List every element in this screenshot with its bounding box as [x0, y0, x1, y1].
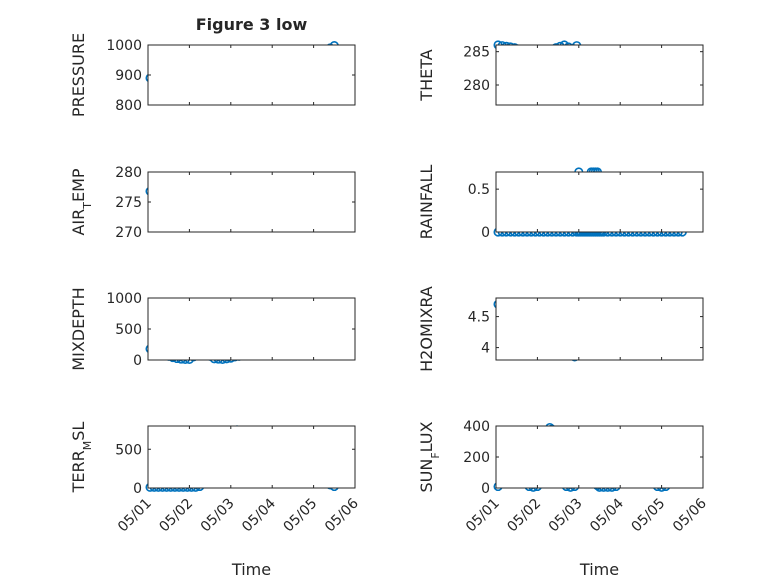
axes-0: 800 900 1000 PRESSURE [69, 33, 356, 117]
y-tick-label: 200 [463, 450, 490, 466]
y-tick-label: 4 [481, 341, 490, 357]
y-tick-label: 1000 [106, 291, 142, 307]
y-tick-label: 285 [463, 45, 490, 61]
axes-frame [147, 171, 356, 233]
axes-frame [495, 425, 704, 489]
y-tick-label: 0 [481, 481, 490, 497]
axes-2: 270 275 280 AIRTEMP [69, 165, 356, 241]
y-tick-label: 800 [115, 98, 142, 114]
x-axis-label: Time [231, 560, 271, 579]
y-tick-label: 0 [133, 481, 142, 497]
y-axis-label: SUNFLUX [417, 421, 442, 492]
y-tick-label: 900 [115, 68, 142, 84]
y-axis-label: PRESSURE [69, 33, 88, 117]
ylabel-part: SUN [417, 459, 436, 493]
y-tick-label: 500 [115, 322, 142, 338]
axes-3: 0 0.5 RAINFALL [417, 165, 704, 241]
axes-frame [147, 425, 356, 489]
axes-frame [147, 44, 356, 106]
y-tick-label: 1000 [106, 38, 142, 54]
ylabel-subscript: T [81, 202, 94, 210]
ylabel-part: SL [69, 422, 88, 441]
y-tick-label: 4.5 [468, 310, 490, 326]
y-tick-label: 0.5 [468, 182, 490, 198]
y-axis-label: H2OMIXRA [417, 286, 436, 372]
ylabel-part: AIR [69, 209, 88, 236]
y-tick-label: 280 [463, 78, 490, 94]
y-axis-label: TERRMSL [69, 422, 94, 494]
axes-5: 4 4.5 H2OMIXRA [417, 286, 704, 372]
y-tick-label: 270 [115, 225, 142, 241]
axes-1: 280 285 THETA [417, 40, 704, 106]
axes-4: 0 500 1000 MIXDEPTH [69, 287, 356, 371]
figure-title: Figure 3 low [196, 15, 308, 34]
x-axis-label: Time [579, 560, 619, 579]
axes-frame [495, 44, 704, 106]
axes-frame [495, 171, 704, 233]
axes-frame [495, 297, 704, 361]
axes-frame [147, 297, 356, 361]
y-tick-label: 280 [115, 165, 142, 181]
y-axis-label: MIXDEPTH [69, 287, 88, 370]
ylabel-subscript: F [429, 452, 442, 458]
y-axis-label: AIRTEMP [69, 168, 94, 235]
y-tick-label: 400 [463, 419, 490, 435]
y-axis-label: RAINFALL [417, 165, 436, 240]
ylabel-part: LUX [417, 421, 436, 452]
y-tick-label: 0 [133, 353, 142, 369]
ylabel-part: EMP [69, 168, 88, 202]
y-axis-label: THETA [417, 49, 436, 101]
ylabel-subscript: M [81, 441, 94, 451]
ylabel-part: TERR [69, 450, 88, 493]
axes-layer: 800 900 1000 PRESSURE 280 285 THETA 270 275 280 AI… [69, 33, 710, 579]
y-tick-label: 0 [481, 225, 490, 241]
y-tick-label: 275 [115, 195, 142, 211]
y-tick-label: 500 [115, 442, 142, 458]
